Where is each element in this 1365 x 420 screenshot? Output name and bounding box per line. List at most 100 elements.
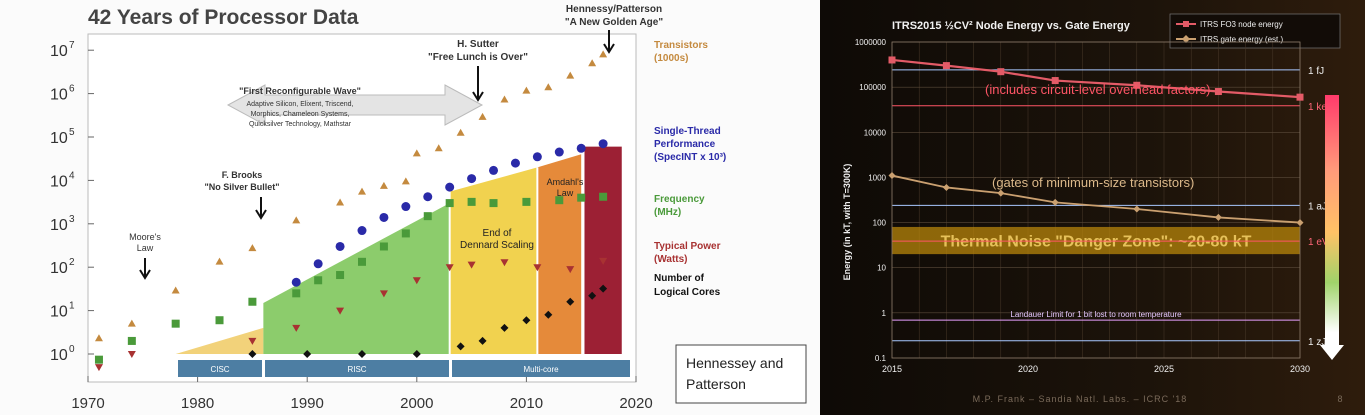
frequency-point bbox=[423, 212, 432, 221]
annotation-gates: (gates of minimum-size transistors) bbox=[992, 175, 1194, 190]
transistor-point bbox=[215, 257, 224, 265]
reference-line-label: 1 zJ bbox=[1308, 337, 1326, 348]
annotation-hennessy-line2: "A New Golden Age" bbox=[565, 17, 663, 28]
legend-single-thread-line1: Single-Thread bbox=[654, 126, 721, 137]
cores-point bbox=[478, 336, 487, 345]
left-y-tick-exponent: 2 bbox=[69, 257, 75, 268]
legend-gate-marker bbox=[1182, 35, 1190, 43]
frequency-point bbox=[522, 197, 531, 206]
arrow-sutter bbox=[472, 66, 484, 102]
left-y-tick-exponent: 7 bbox=[69, 40, 75, 51]
annotation-dennard-line1: End of bbox=[483, 228, 512, 239]
energy-x-tick-label: 2020 bbox=[1018, 364, 1038, 374]
cores-point bbox=[566, 297, 575, 306]
reference-line-label: 1 fJ bbox=[1308, 66, 1324, 77]
era-bar-risc bbox=[265, 360, 449, 377]
left-y-tick-label: 10 bbox=[50, 43, 68, 60]
single-thread-point bbox=[335, 241, 345, 251]
annotation-reconfig-line1: Adaptive Silicon, Elixent, Triscend, bbox=[247, 101, 354, 108]
transistor-point bbox=[478, 112, 487, 120]
transistor-point bbox=[599, 50, 608, 58]
era-label-risc: RISC bbox=[347, 365, 366, 374]
transistor-point bbox=[500, 95, 509, 103]
single-thread-point bbox=[489, 165, 499, 175]
energy-y-tick-label: 0.1 bbox=[875, 354, 887, 363]
energy-x-tick-label: 2015 bbox=[882, 364, 902, 374]
power-point bbox=[599, 257, 608, 265]
frequency-point bbox=[379, 242, 388, 251]
transistor-point bbox=[544, 83, 553, 91]
legend-node-marker bbox=[1183, 21, 1189, 27]
legend-frequency-line2: (MHz) bbox=[654, 207, 681, 218]
power-point bbox=[566, 266, 575, 274]
transistor-point bbox=[522, 86, 531, 94]
annotation-moore-line2: Law bbox=[137, 243, 154, 253]
legend-power-line2: (Watts) bbox=[654, 254, 688, 265]
cores-point bbox=[303, 350, 312, 358]
energy-y-tick-label: 10000 bbox=[864, 128, 887, 137]
single-thread-point bbox=[313, 259, 323, 269]
frequency-point bbox=[401, 229, 410, 238]
frequency-point bbox=[215, 316, 224, 325]
frequency-point bbox=[555, 196, 564, 205]
single-thread-point bbox=[467, 174, 477, 184]
left-y-tick-label: 10 bbox=[50, 260, 68, 277]
energy-scale-arrow bbox=[1320, 345, 1344, 360]
left-y-tick-label: 10 bbox=[50, 217, 68, 234]
transistor-point bbox=[358, 187, 366, 195]
risc-region bbox=[263, 203, 450, 354]
node-energy-marker bbox=[1214, 88, 1222, 96]
reference-line-label: 1 keV bbox=[1308, 102, 1334, 113]
cores-point bbox=[358, 350, 366, 358]
transistor-point bbox=[566, 71, 575, 79]
energy-background bbox=[820, 0, 1365, 415]
annotation-overhead: (includes circuit-level overhead factors… bbox=[985, 82, 1210, 97]
annotation-sutter-line1: H. Sutter bbox=[457, 39, 499, 50]
transistor-point bbox=[127, 319, 136, 327]
left-y-tick-exponent: 4 bbox=[69, 170, 75, 181]
annotation-dennard-line2: Dennard Scaling bbox=[460, 240, 534, 251]
power-point bbox=[336, 307, 345, 315]
frequency-point bbox=[577, 193, 586, 202]
gate-energy-marker bbox=[942, 183, 950, 191]
arrow-moore bbox=[139, 258, 151, 280]
legend-transistors-line1: Transistors bbox=[654, 40, 708, 51]
energy-plot-frame bbox=[891, 41, 1301, 359]
single-thread-point bbox=[532, 152, 542, 162]
frequency-point bbox=[358, 257, 366, 266]
single-thread-point bbox=[554, 147, 564, 157]
frequency-point bbox=[467, 197, 476, 206]
single-thread-point bbox=[576, 143, 586, 153]
cisc-region bbox=[175, 327, 264, 354]
transistor-point bbox=[434, 144, 443, 152]
processor-trend-panel: 42 Years of Processor Data 10 7 10 6 10 5 10 4 1… bbox=[50, 4, 807, 412]
left-y-tick-label: 10 bbox=[50, 304, 68, 321]
annotation-brooks-line1: F. Brooks bbox=[222, 170, 263, 180]
power-point bbox=[292, 324, 301, 332]
legend-transistors-line2: (1000s) bbox=[654, 53, 688, 64]
power-point bbox=[248, 337, 257, 345]
credit-box bbox=[675, 344, 807, 404]
transistor-point bbox=[379, 181, 388, 189]
power-point bbox=[94, 364, 103, 372]
gate-energy-marker bbox=[888, 172, 896, 180]
left-x-tick-label: 2000 bbox=[400, 395, 433, 412]
single-thread-point bbox=[291, 277, 301, 287]
frequency-point bbox=[599, 192, 608, 201]
power-point bbox=[412, 277, 421, 285]
energy-x-tick-label: 2025 bbox=[1154, 364, 1174, 374]
single-thread-point bbox=[423, 192, 433, 202]
annotation-amdahl-line2: Law bbox=[557, 188, 574, 198]
reference-line-label: 1 aJ bbox=[1308, 201, 1327, 212]
reconfigurable-wave-arrow bbox=[226, 84, 484, 126]
left-y-tick-label: 10 bbox=[50, 173, 68, 190]
cores-point bbox=[412, 350, 421, 358]
left-y-tick-label: 10 bbox=[50, 87, 68, 104]
reference-line-label: 1 eV bbox=[1308, 237, 1329, 248]
left-x-tick-label: 1990 bbox=[291, 395, 324, 412]
cores-point bbox=[456, 342, 465, 351]
annotation-reconfig-line2: Morphics, Chameleon Systems, bbox=[251, 111, 350, 118]
transistor-point bbox=[412, 149, 421, 157]
legend-cores-line2: Logical Cores bbox=[654, 287, 721, 298]
